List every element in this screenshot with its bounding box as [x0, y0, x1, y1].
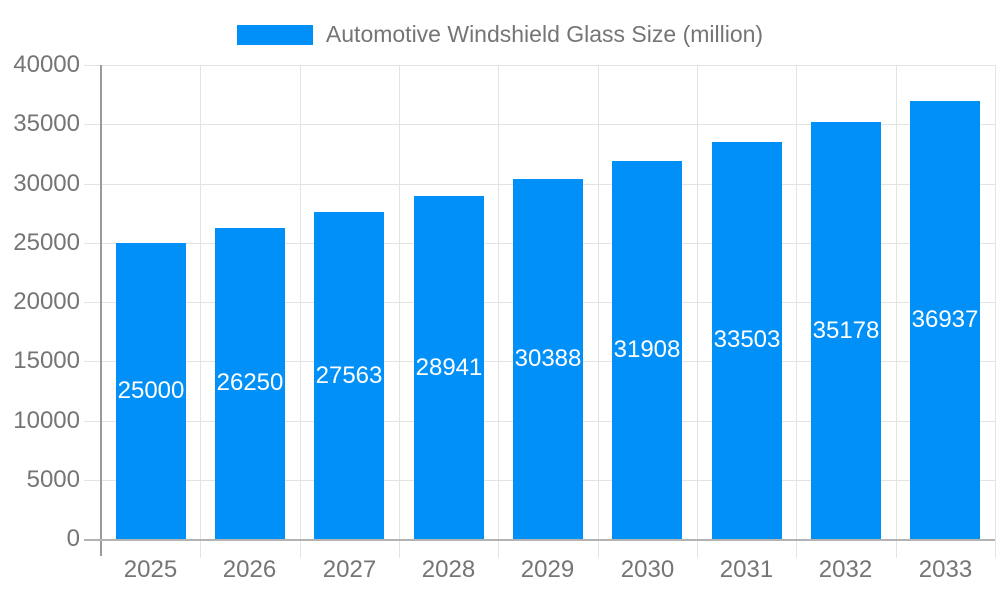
bar-2030[interactable]: [612, 160, 682, 539]
y-gridline: [84, 65, 995, 66]
bar-2028[interactable]: [414, 196, 484, 539]
x-axis-tick-label: 2033: [918, 556, 973, 583]
bar-value-label: 26250: [216, 369, 284, 396]
bar-2031[interactable]: [712, 142, 782, 539]
v-gridline: [399, 65, 400, 558]
bar-2026[interactable]: [215, 227, 285, 539]
y-axis-tick-label: 15000: [13, 347, 80, 374]
y-axis-tick-label: 10000: [13, 407, 80, 434]
x-axis-tick-label: 2029: [520, 556, 575, 583]
legend-label: Automotive Windshield Glass Size (millio…: [325, 21, 764, 47]
v-gridline: [697, 65, 698, 558]
bar-value-label: 33503: [713, 326, 781, 353]
bar-value-label: 28941: [415, 354, 483, 381]
bar-value-label: 25000: [117, 377, 185, 404]
v-gridline: [896, 65, 897, 558]
bar-value-label: 31908: [613, 336, 681, 363]
bar-2033[interactable]: [910, 101, 980, 539]
bar-2025[interactable]: [116, 242, 186, 540]
x-axis-tick-label: 2031: [719, 556, 774, 583]
y-axis-tick-label: 25000: [13, 229, 80, 256]
y-axis-line: [100, 65, 102, 556]
y-axis-tick-label: 20000: [13, 288, 80, 315]
bar-2029[interactable]: [513, 178, 583, 539]
x-axis-line: [84, 539, 995, 541]
y-axis-tick-label: 0: [66, 525, 80, 552]
v-gridline: [498, 65, 499, 558]
v-gridline: [995, 65, 996, 558]
x-axis-tick-label: 2032: [818, 556, 873, 583]
y-axis-tick-label: 5000: [26, 466, 80, 493]
v-gridline: [598, 65, 599, 558]
v-gridline: [796, 65, 797, 558]
bar-value-label: 35178: [812, 317, 880, 344]
x-axis-tick-label: 2028: [421, 556, 476, 583]
y-axis-tick-label: 35000: [13, 110, 80, 137]
bar-2032[interactable]: [811, 122, 881, 539]
bar-value-label: 27563: [315, 362, 383, 389]
y-axis-tick-label: 40000: [13, 51, 80, 78]
legend-item[interactable]: Automotive Windshield Glass Size (millio…: [236, 21, 764, 48]
legend-swatch-icon: [236, 24, 313, 45]
x-axis-tick-label: 2026: [222, 556, 277, 583]
x-axis-tick-label: 2027: [322, 556, 377, 583]
y-gridline: [84, 124, 995, 125]
v-gridline: [200, 65, 201, 558]
chart-legend: Automotive Windshield Glass Size (millio…: [0, 21, 1000, 48]
x-axis-tick-label: 2025: [123, 556, 178, 583]
bar-value-label: 36937: [911, 306, 979, 333]
bar-value-label: 30388: [514, 345, 582, 372]
bar-2027[interactable]: [314, 212, 384, 539]
v-gridline: [300, 65, 301, 558]
x-axis-tick-label: 2030: [620, 556, 675, 583]
y-axis-tick-label: 30000: [13, 170, 80, 197]
